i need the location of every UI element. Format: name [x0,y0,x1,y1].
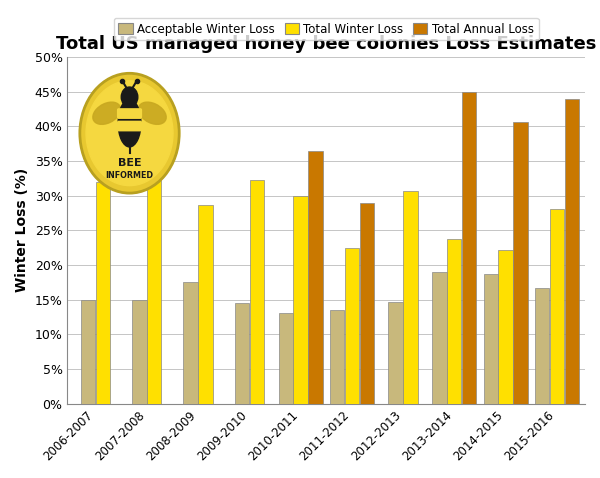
Bar [132,300,146,403]
Bar [359,203,374,403]
Bar [81,300,95,403]
Bar [344,248,359,403]
Bar [308,151,323,403]
Bar [278,314,293,403]
Bar [565,98,579,403]
Bar [535,288,549,403]
Bar [388,302,403,403]
Bar [499,250,513,403]
Bar [293,196,308,403]
Bar [147,155,161,403]
Bar [462,92,476,403]
Y-axis label: Winter Loss (%): Winter Loss (%) [15,168,29,293]
Bar [235,303,249,403]
Bar [250,180,264,403]
Legend: Acceptable Winter Loss, Total Winter Loss, Total Annual Loss: Acceptable Winter Loss, Total Winter Los… [114,18,539,40]
Bar [550,209,564,403]
Bar [96,182,110,403]
Bar [484,274,498,403]
Bar [184,282,198,403]
Bar [432,272,446,403]
Bar [513,122,527,403]
Bar [199,206,212,403]
Title: Total US managed honey bee colonies Loss Estimates: Total US managed honey bee colonies Loss… [56,34,596,53]
Bar [330,310,344,403]
Bar [447,239,461,403]
Bar [403,192,418,403]
